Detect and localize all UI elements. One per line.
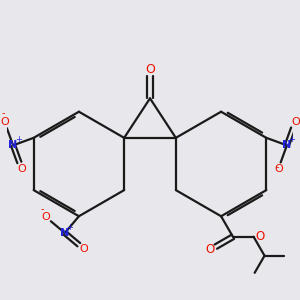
- Text: -: -: [275, 162, 279, 172]
- Text: +: +: [289, 135, 296, 144]
- Text: +: +: [15, 135, 22, 144]
- Text: N: N: [8, 140, 18, 150]
- Text: O: O: [17, 164, 26, 174]
- Text: O: O: [41, 212, 50, 222]
- Text: O: O: [206, 244, 215, 256]
- Text: N: N: [60, 228, 70, 238]
- Text: O: O: [145, 63, 155, 76]
- Text: N: N: [282, 140, 292, 150]
- Text: +: +: [67, 223, 73, 232]
- Text: O: O: [256, 230, 265, 243]
- Text: O: O: [291, 117, 300, 127]
- Text: O: O: [80, 244, 88, 254]
- Text: O: O: [274, 164, 283, 174]
- Text: O: O: [0, 117, 9, 127]
- Text: -: -: [2, 108, 5, 118]
- Text: -: -: [41, 204, 44, 214]
